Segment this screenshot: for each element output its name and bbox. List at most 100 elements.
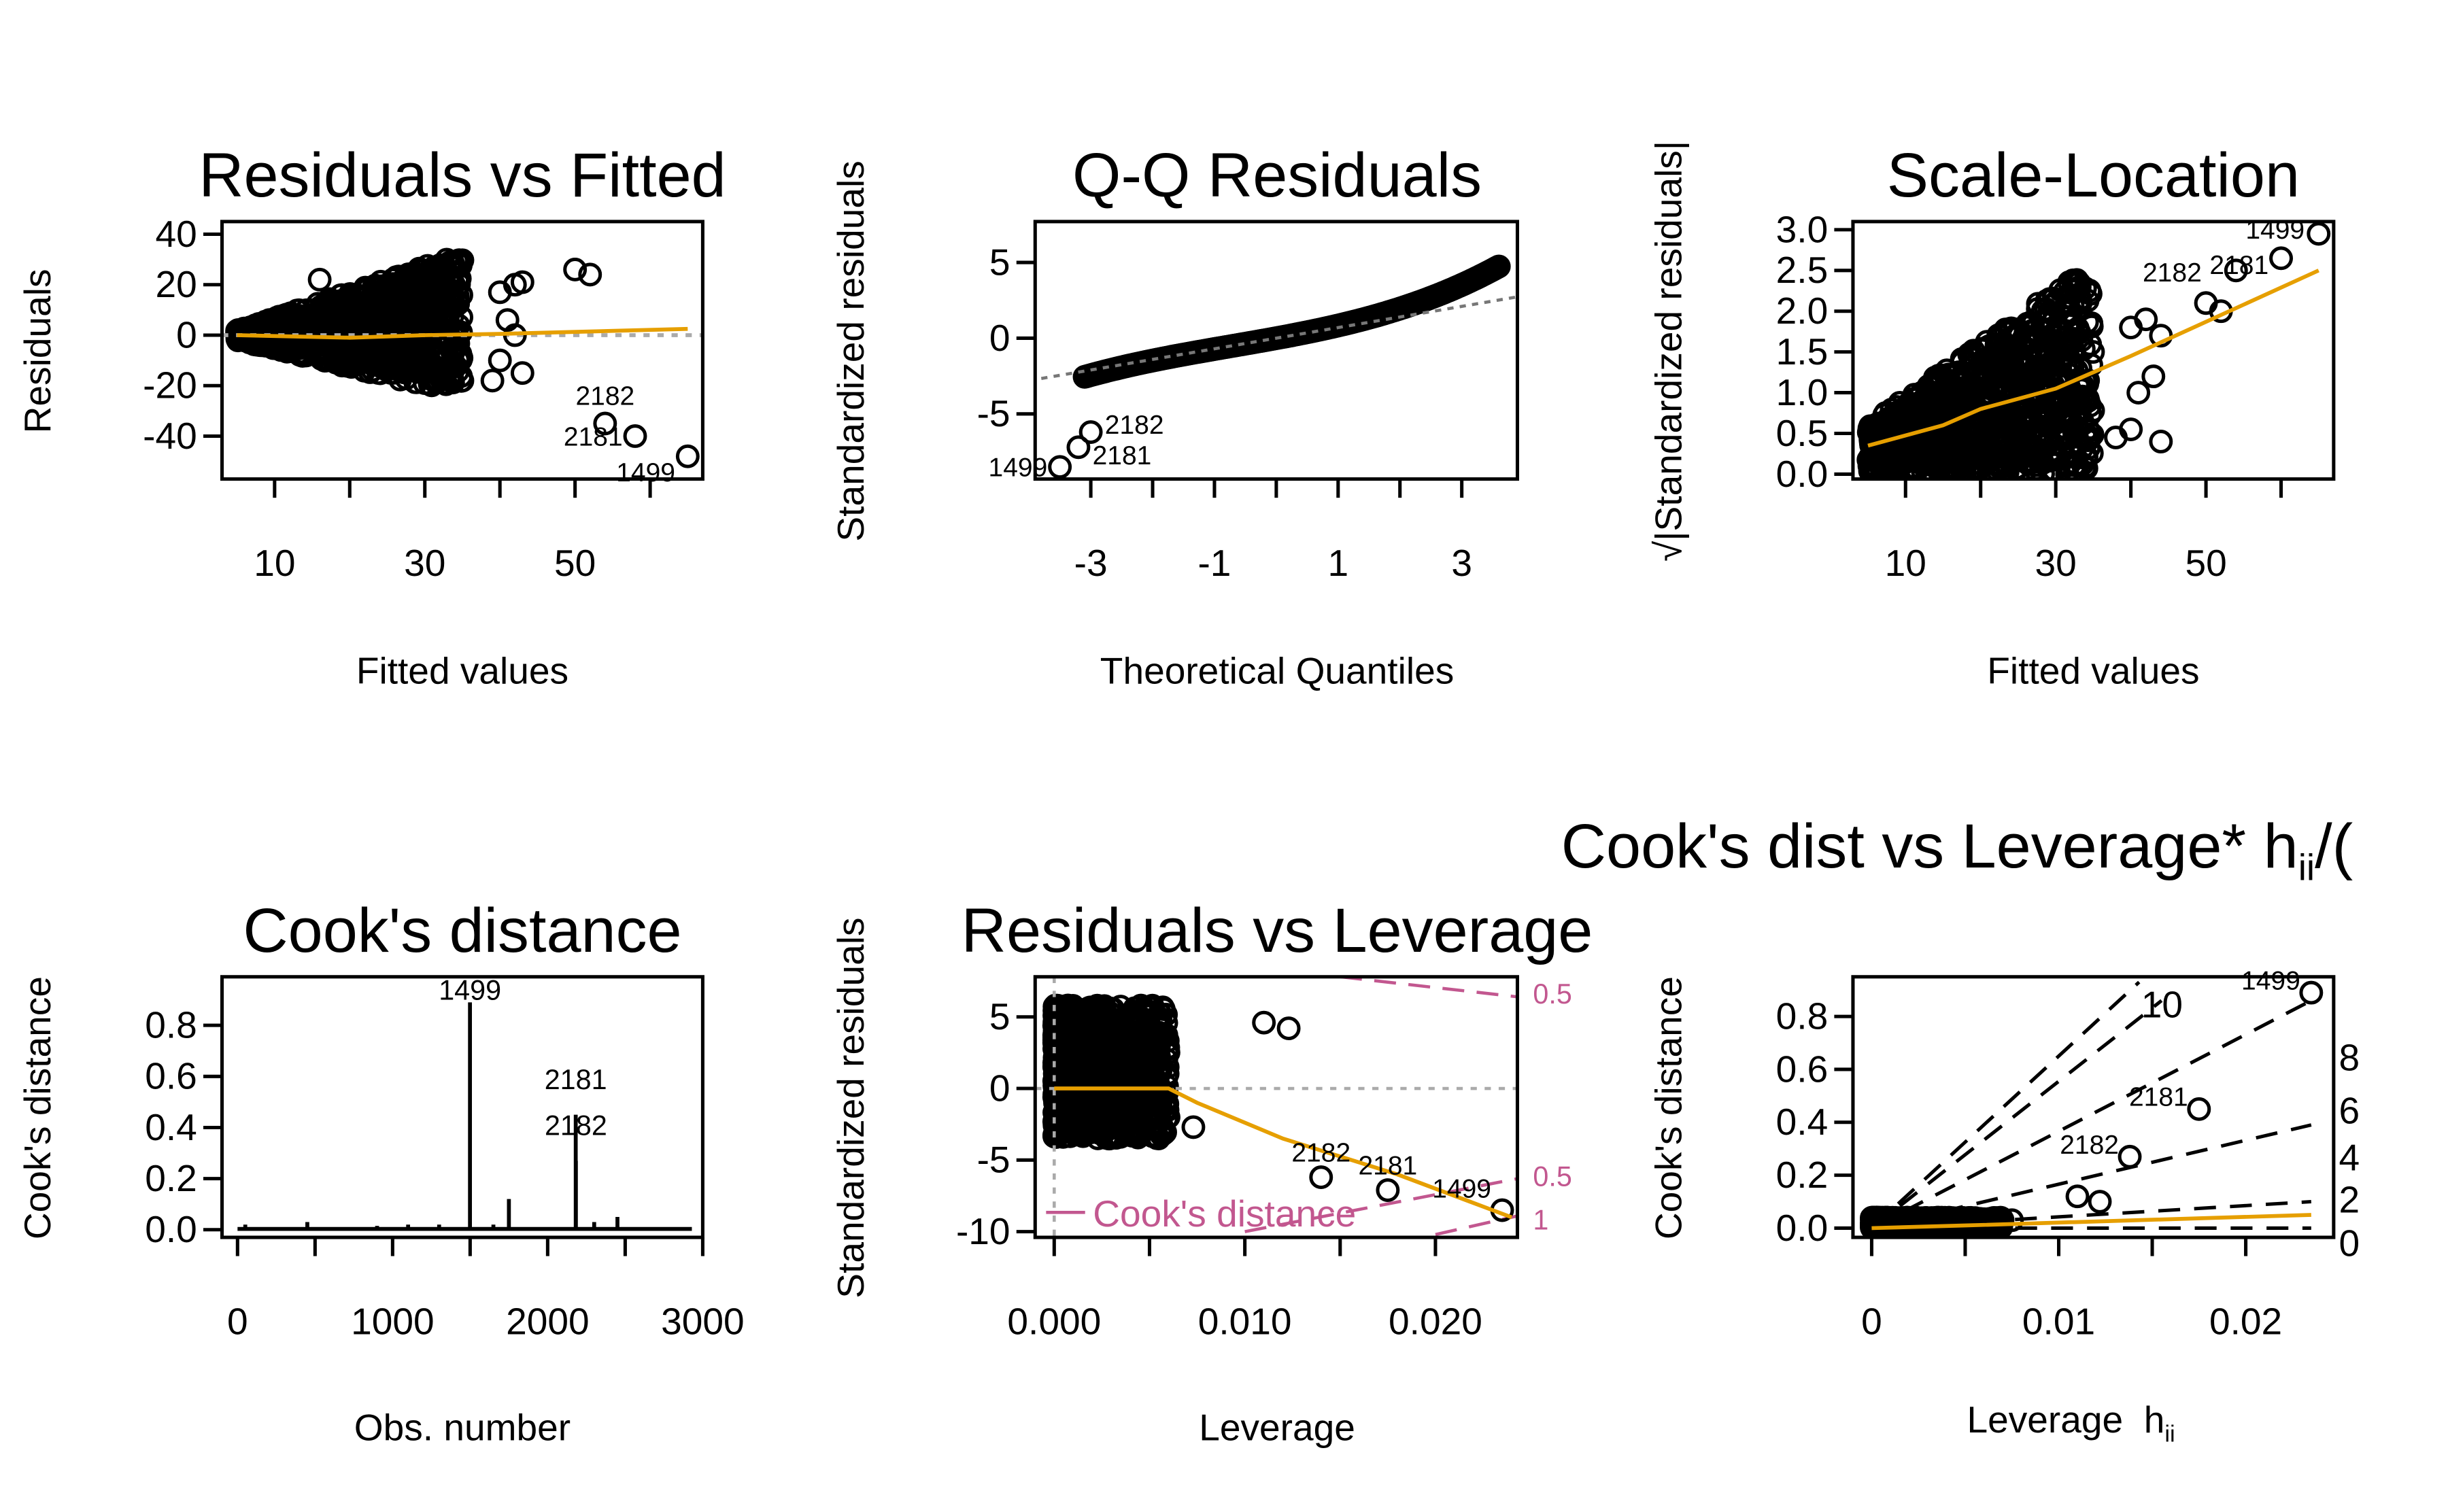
panel1-title: Residuals vs Fitted — [199, 141, 726, 210]
x-tick-label: 1000 — [351, 1300, 435, 1342]
y-tick-label: 3.0 — [1776, 208, 1829, 250]
data-point — [2118, 1144, 2142, 1169]
dense-point — [443, 325, 466, 349]
dense-point — [438, 271, 462, 295]
y-tick-label: 2.0 — [1776, 290, 1829, 332]
x-tick-label: 10 — [1885, 542, 1926, 584]
dense-point — [1990, 342, 2014, 366]
dense-point — [1049, 1103, 1073, 1127]
dense-point — [2036, 340, 2060, 364]
dense-point — [445, 250, 469, 274]
dense-point — [1126, 1046, 1151, 1071]
smooth-line — [1867, 269, 2319, 448]
panel3-ylabel: √|Standardized residuals| — [1647, 141, 1689, 562]
dense-point — [2003, 408, 2028, 432]
x-tick-label: 0.01 — [2022, 1300, 2095, 1342]
dense-point — [252, 315, 276, 340]
panel5-title: Residuals vs Leverage — [962, 896, 1593, 965]
data-point — [2307, 222, 2331, 246]
data-point — [1157, 1105, 1180, 1129]
panel-3: 2182 2181 1499 10 30 50 3.02.52.01.51.00.50.0 — [1776, 208, 2336, 584]
y-tick-label: 0.5 — [1776, 412, 1829, 454]
y-tick-label: 0.2 — [1776, 1154, 1829, 1196]
y-tick-label: 40 — [156, 213, 197, 255]
data-point — [2104, 426, 2128, 449]
cook-contour-line — [1870, 999, 2163, 1230]
dense-point — [1068, 1117, 1093, 1141]
data-point — [2269, 246, 2293, 271]
dense-point — [1959, 371, 1984, 395]
dense-point — [1930, 370, 1954, 394]
point-label: 1499 — [2245, 216, 2305, 245]
point-label: 2182 — [1291, 1139, 1350, 1168]
contour-label: 6 — [2339, 1090, 2360, 1132]
y-tick-label: 0.6 — [1776, 1048, 1829, 1090]
dense-point — [2059, 449, 2084, 474]
point-label: 2182 — [1105, 411, 1164, 440]
dense-point — [370, 274, 394, 298]
dense-point — [2041, 286, 2066, 311]
smooth-line — [1054, 1086, 1513, 1220]
point-label: 1499 — [1432, 1175, 1491, 1204]
panel5-ylabel: Standardized residuals — [830, 917, 872, 1298]
plot-frame — [1851, 975, 2336, 1239]
dense-point — [1906, 404, 1931, 428]
dense-point — [2061, 412, 2086, 436]
cook-contour-line — [1871, 1123, 2312, 1230]
dense-point — [1093, 1073, 1117, 1097]
qq-point — [1486, 254, 1511, 279]
dense-point — [1048, 1060, 1072, 1084]
data-point — [593, 411, 617, 436]
y-tick-label: -10 — [956, 1210, 1010, 1252]
dense-point — [2013, 377, 2038, 401]
x-tick-label: 0.000 — [1007, 1300, 1101, 1342]
data-point — [1048, 455, 1072, 479]
point-label: 1499 — [2241, 967, 2300, 996]
spike-label: 2181 — [545, 1064, 607, 1095]
dense-point — [1988, 383, 2012, 408]
dense-point — [1992, 462, 2016, 479]
dense-point — [1940, 441, 1965, 466]
data-point — [1078, 420, 1103, 444]
dense-point — [423, 264, 447, 289]
y-tick-label: 0 — [989, 1067, 1010, 1109]
y-tick-label: 0.0 — [1776, 453, 1829, 495]
dense-point — [2067, 398, 2092, 423]
x-tick-label: 30 — [2035, 542, 2077, 584]
dense-point — [2079, 314, 2104, 339]
y-tick-label: -5 — [977, 392, 1010, 434]
data-point — [2134, 307, 2158, 332]
data-point — [1252, 1010, 1276, 1035]
panel4-ylabel: Cook's distance — [16, 976, 58, 1239]
plot-area — [1860, 980, 2324, 1238]
point-label: 2182 — [575, 381, 634, 411]
dense-point — [1055, 1009, 1080, 1033]
x-tick-label: 0.020 — [1389, 1300, 1482, 1342]
data-point — [578, 262, 602, 287]
dense-point — [2020, 318, 2045, 343]
point-label: 2182 — [2143, 258, 2202, 288]
y-tick-label: 0.8 — [1776, 995, 1829, 1037]
dense-point — [1876, 436, 1901, 460]
panel-5: 0.5 0.5 1 Cook's distance 2182 2181 1499 0.000 0… — [956, 975, 1572, 1342]
data-point — [563, 258, 588, 281]
dense-point — [1948, 434, 1971, 458]
dense-point — [2077, 278, 2102, 303]
plot-area — [222, 247, 703, 468]
data-point — [510, 270, 534, 294]
y-tick-label: -5 — [977, 1139, 1010, 1181]
y-tick-label: 0 — [989, 317, 1010, 359]
dense-point — [1123, 1000, 1148, 1025]
spike-label: 2182 — [545, 1110, 607, 1141]
data-point — [1066, 435, 1091, 460]
data-point — [2088, 1190, 2112, 1214]
dense-point — [1078, 1050, 1103, 1074]
panel4-title: Cook's distance — [243, 896, 681, 965]
dense-point — [447, 272, 471, 296]
dense-point — [2081, 340, 2105, 364]
data-point — [307, 267, 332, 292]
point-label: 2181 — [2209, 251, 2268, 280]
panel-4: 1499 2181 2182 0 1000 2000 3000 0.8 0.6 0.4 0.2 0.0 — [145, 975, 744, 1343]
dense-point — [1092, 1083, 1117, 1107]
dense-point — [274, 318, 298, 342]
